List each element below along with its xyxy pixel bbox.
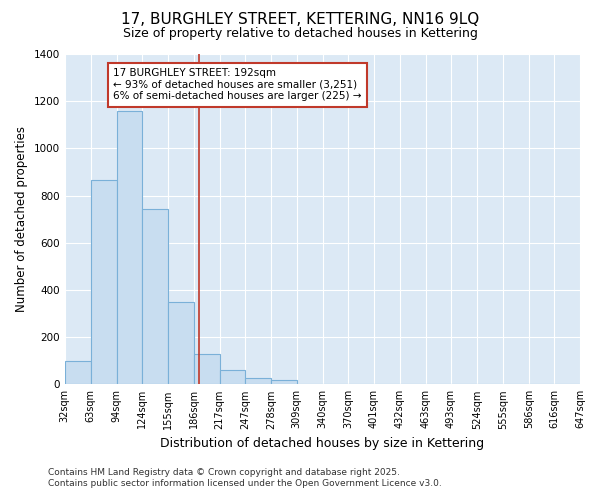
Bar (220, 370, 245, 384)
Bar (91, 180, 116, 384)
Bar (271, 380, 297, 384)
Bar (245, 378, 271, 384)
X-axis label: Distribution of detached houses by size in Kettering: Distribution of detached houses by size … (160, 437, 484, 450)
Bar (194, 354, 220, 384)
Bar (168, 302, 194, 384)
Y-axis label: Number of detached properties: Number of detached properties (15, 126, 28, 312)
Text: Size of property relative to detached houses in Kettering: Size of property relative to detached ho… (122, 28, 478, 40)
Text: 17 BURGHLEY STREET: 192sqm
← 93% of detached houses are smaller (3,251)
6% of se: 17 BURGHLEY STREET: 192sqm ← 93% of deta… (113, 68, 362, 102)
Bar (142, 208, 168, 384)
Bar (116, 110, 142, 384)
Text: Contains HM Land Registry data © Crown copyright and database right 2025.
Contai: Contains HM Land Registry data © Crown c… (48, 468, 442, 487)
Bar (65, 360, 91, 384)
Text: 17, BURGHLEY STREET, KETTERING, NN16 9LQ: 17, BURGHLEY STREET, KETTERING, NN16 9LQ (121, 12, 479, 28)
